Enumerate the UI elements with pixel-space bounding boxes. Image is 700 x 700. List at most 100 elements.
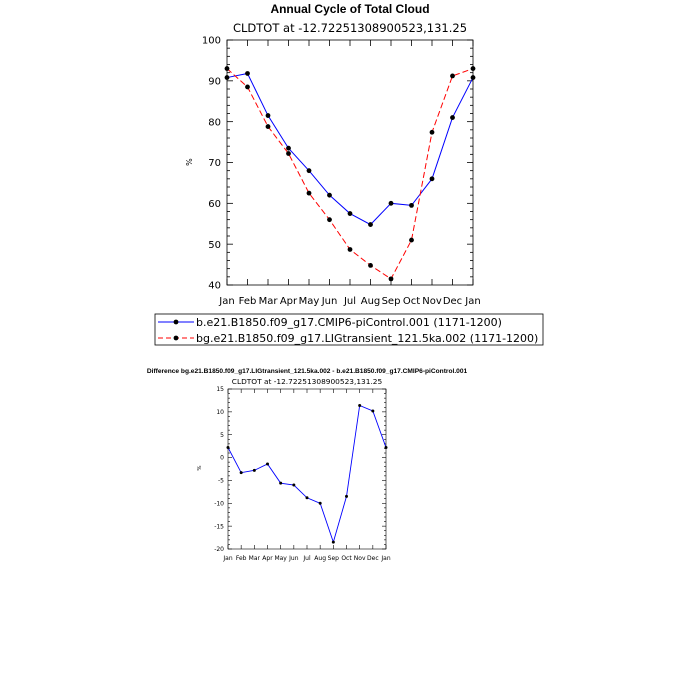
chart1-series [224, 66, 476, 282]
chart1-xtick-label: Jan [218, 296, 234, 307]
chart1-series-1-point [327, 192, 332, 198]
chart2-xtick-label: Nov [354, 555, 366, 562]
legend-label-series-1: b.e21.B1850.f09_g17.CMIP6-piControl.001 … [196, 316, 502, 329]
chart2-xtick-label: Mar [249, 555, 261, 562]
chart2-series-1-point [266, 462, 269, 466]
legend-marker-series-1 [173, 319, 179, 325]
chart1-series-2-point [347, 247, 353, 252]
chart1-series-1-point [306, 168, 312, 174]
chart2-ytick-label: 0 [220, 455, 224, 462]
chart1-series-1-point [286, 145, 291, 151]
chart1-xtick-label: May [299, 296, 320, 307]
chart1-series-1-point [368, 222, 373, 227]
chart2-ytick-label: -5 [218, 478, 224, 485]
chart2-series [226, 403, 388, 544]
chart1-series-2-point [470, 66, 476, 71]
legend-label-series-2: bg.e21.B1850.f09_g17.LIGtransient_121.5k… [196, 332, 538, 345]
chart2-series-1-point [239, 471, 243, 475]
chart2-xtick-label: Feb [236, 555, 247, 562]
chart1-series-2-point [245, 84, 250, 90]
chart2-series-1-point [305, 496, 309, 500]
chart1-xtick-label: Dec [443, 296, 462, 307]
chart1-ytick-label: 50 [208, 240, 221, 251]
chart2-series-1-point [318, 501, 322, 505]
chart1-ytick-label: 40 [208, 281, 221, 292]
chart1-ytick-label: 100 [202, 36, 221, 47]
chart2-series-1-point [226, 446, 230, 450]
chart2-xtick-label: Aug [314, 555, 326, 562]
chart2-series-1-point [358, 403, 362, 407]
chart1-series-2-point [265, 124, 271, 129]
chart2-series-1-point [345, 494, 348, 498]
chart1-axes: 40 50 60 70 80 90 100 Jan Feb Mar Apr May Jun Jul Aug S… [202, 36, 481, 307]
chart1-xtick-label: Sep [382, 296, 401, 307]
chart2-ytick-label: -15 [214, 523, 224, 530]
legend-marker-series-2 [173, 335, 179, 341]
chart2-series-1-point [279, 481, 283, 485]
chart2-series-1-point [371, 409, 375, 413]
chart2-series-1-point [252, 468, 256, 472]
chart1-series-2-point [327, 217, 332, 223]
chart2-xtick-label: Oct [341, 555, 352, 562]
chart1-xtick-label: Aug [361, 296, 381, 307]
chart2-axes: -20 -15 -10 -5 0 5 10 15 Jan Feb Mar Apr May Jun Jul Au… [214, 386, 391, 562]
chart1-ytick-label: 90 [208, 76, 221, 87]
chart1-ytick-label: 60 [208, 199, 221, 210]
chart2-xtick-label: Jun [288, 555, 299, 562]
chart2-xtick-label: Jan [222, 555, 232, 562]
chart2-ytick-label: 15 [216, 386, 224, 393]
chart1-series-2-point [409, 237, 414, 243]
chart1-title: Annual Cycle of Total Cloud [270, 2, 429, 16]
chart1-series-2-point [429, 129, 435, 135]
chart1-series-2-point [368, 263, 373, 268]
chart2-title: Difference bg.e21.B1850.f09_g17.LIGtrans… [147, 368, 468, 375]
chart1-ytick-label: 70 [208, 158, 221, 169]
chart1-series-1-line [226, 72, 474, 226]
chart1-xtick-label: Jun [321, 296, 338, 307]
chart1-series-1-point [450, 115, 455, 120]
chart1-subtitle: CLDTOT at -12.72251308900523,131.25 [233, 21, 467, 35]
chart2-xtick-label: Apr [262, 555, 273, 562]
chart1-series-1-point [470, 75, 476, 80]
chart1-ytick-label: 80 [208, 117, 221, 128]
chart1-xtick-label: Feb [239, 296, 257, 307]
chart1-series-2-point [286, 151, 291, 156]
chart2-xtick-label: Jul [302, 555, 311, 562]
chart2-series-1-line [227, 404, 387, 544]
chart2-series-1-point [384, 446, 388, 450]
chart1-xtick-label: Oct [403, 296, 420, 307]
chart1-xtick-label: Jul [343, 296, 356, 307]
chart1-series-1-point [347, 211, 353, 216]
chart2-ytick-label: -10 [214, 500, 224, 507]
chart1-xtick-label: Nov [422, 296, 442, 307]
chart2-series-1-point [292, 483, 296, 487]
chart1-series-1-point [224, 75, 230, 80]
chart2-ytick-label: -20 [214, 546, 224, 553]
chart1-series-1-point [409, 202, 414, 208]
chart2-xtick-label: Sep [328, 555, 340, 562]
chart1-series-1-point [388, 200, 394, 206]
chart2-ytick-label: 5 [220, 432, 224, 439]
chart1-xtick-label: Jan [464, 296, 480, 307]
chart2-ytick-label: 10 [216, 409, 224, 416]
chart1-series-1-point [429, 176, 435, 182]
chart2-ylabel: % [197, 465, 203, 470]
legend-box [154, 313, 544, 346]
chart1-series-1-point [265, 113, 271, 118]
chart2-xtick-label: Dec [367, 555, 379, 562]
chart2-xtick-label: May [274, 555, 287, 562]
chart2-plot-frame [227, 388, 387, 550]
chart1-series-2-point [388, 276, 394, 282]
chart1-series-2-point [450, 73, 455, 79]
chart1-series-2-point [224, 66, 230, 71]
chart2-subtitle: CLDTOT at -12.72251308900523,131.25 [232, 377, 383, 386]
chart1-ylabel: % [185, 158, 194, 166]
chart1-xtick-label: Mar [259, 296, 279, 307]
chart2-series-1-point [331, 540, 335, 544]
chart1-series-1-point [245, 71, 250, 76]
chart1-xtick-label: Apr [280, 296, 298, 307]
chart1-series-2-point [306, 190, 312, 196]
chart1-legend: b.e21.B1850.f09_g17.CMIP6-piControl.001 … [154, 313, 544, 346]
chart2-xtick-label: Jan [380, 555, 390, 562]
